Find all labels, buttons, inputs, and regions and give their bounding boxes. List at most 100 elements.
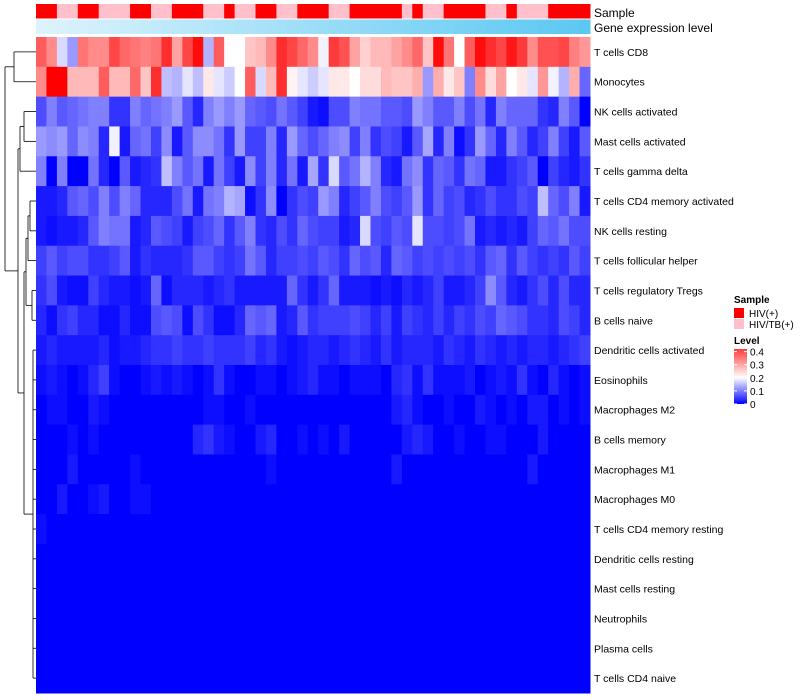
heatmap-cell xyxy=(537,365,549,396)
expression-annotation-cell xyxy=(328,19,340,34)
heatmap-cell xyxy=(506,335,518,366)
heatmap-cell xyxy=(318,126,330,157)
heatmap-cell xyxy=(67,603,79,634)
heatmap-cell xyxy=(307,484,319,515)
heatmap-cell xyxy=(537,335,549,366)
heatmap-cell xyxy=(234,573,246,605)
legend-swatch-hivtb xyxy=(734,319,744,329)
heatmap-cell xyxy=(464,394,476,426)
heatmap-cell xyxy=(360,514,371,545)
sample-annotation-cell xyxy=(140,4,152,19)
heatmap-cell xyxy=(370,543,382,575)
heatmap-cell xyxy=(495,663,507,694)
heatmap-cell xyxy=(464,454,476,485)
heatmap-cell xyxy=(558,603,570,634)
sample-annotation-cell xyxy=(464,4,476,19)
heatmap-cell xyxy=(46,275,58,306)
heatmap-cell xyxy=(36,126,47,157)
heatmap-cell xyxy=(548,215,560,247)
heatmap-cell xyxy=(380,454,392,485)
heatmap-cell xyxy=(203,126,215,157)
heatmap-cell xyxy=(370,424,382,455)
heatmap-cell xyxy=(234,365,246,396)
heatmap-cell xyxy=(339,96,351,127)
heatmap-cell xyxy=(130,543,142,575)
heatmap-cell xyxy=(558,543,570,575)
row-dendrogram xyxy=(4,51,36,679)
heatmap-cell xyxy=(88,663,100,694)
heatmap-cell xyxy=(380,603,392,634)
heatmap-cell xyxy=(558,96,570,127)
heatmap-cell xyxy=(443,633,455,664)
heatmap-cell xyxy=(77,126,89,157)
heatmap-cell xyxy=(297,394,309,426)
heatmap-cell xyxy=(328,365,340,396)
heatmap-cell xyxy=(213,215,225,247)
heatmap-cell xyxy=(506,573,518,605)
heatmap-cell xyxy=(36,603,47,634)
heatmap-cell xyxy=(391,275,403,306)
heatmap-cell xyxy=(495,573,507,605)
heatmap-cell xyxy=(297,514,309,545)
heatmap-cell xyxy=(98,335,110,366)
heatmap-cell xyxy=(475,37,486,68)
heatmap-cell xyxy=(443,514,455,545)
heatmap-cell xyxy=(77,156,89,187)
heatmap-cell xyxy=(328,394,340,426)
heatmap-cell xyxy=(192,514,204,545)
expression-annotation-cell xyxy=(46,19,58,34)
heatmap-cell xyxy=(339,335,351,366)
heatmap-cell xyxy=(349,543,361,575)
heatmap-cell xyxy=(339,663,351,694)
heatmap-cell xyxy=(224,245,236,277)
heatmap-cell xyxy=(213,126,225,157)
legend-tick-label: 0.4 xyxy=(750,348,764,359)
heatmap-cell xyxy=(360,573,371,605)
expression-annotation-cell xyxy=(56,19,68,34)
heatmap-cell xyxy=(579,335,591,366)
expression-annotation-cell xyxy=(495,19,507,34)
heatmap-cell xyxy=(443,394,455,426)
heatmap-cell xyxy=(150,454,162,485)
heatmap-cell xyxy=(67,156,79,187)
heatmap-cell xyxy=(255,245,267,277)
heatmap-cell xyxy=(297,484,309,515)
heatmap-cell xyxy=(443,454,455,485)
heatmap-cell xyxy=(140,603,152,634)
heatmap-cell xyxy=(150,126,162,157)
heatmap-cell xyxy=(475,305,486,336)
expression-annotation-cell xyxy=(339,19,351,34)
row-label: B cells memory xyxy=(594,435,667,447)
heatmap-cell xyxy=(433,454,445,485)
heatmap-cell xyxy=(171,186,183,217)
heatmap-cell xyxy=(443,126,455,157)
heatmap-cell xyxy=(485,215,497,247)
heatmap-cell xyxy=(401,663,413,694)
heatmap-cell xyxy=(495,37,507,68)
expression-annotation-cell xyxy=(161,19,173,34)
heatmap-cell xyxy=(443,663,455,694)
heatmap-cell xyxy=(140,37,152,68)
heatmap-cell xyxy=(464,215,476,247)
row-label: Mast cells resting xyxy=(594,584,675,596)
heatmap-cell xyxy=(360,186,371,217)
expression-annotation-cell xyxy=(454,19,466,34)
heatmap-cell xyxy=(88,543,100,575)
heatmap-cell xyxy=(140,633,152,664)
heatmap-cell xyxy=(171,126,183,157)
heatmap-cell xyxy=(255,335,267,366)
heatmap-cell xyxy=(370,215,382,247)
heatmap-cell xyxy=(171,633,183,664)
heatmap-cell xyxy=(77,245,89,277)
heatmap-cell xyxy=(537,603,549,634)
heatmap-cell xyxy=(370,603,382,634)
heatmap-cell xyxy=(443,66,455,98)
heatmap-cell xyxy=(224,335,236,366)
heatmap-cell xyxy=(475,603,486,634)
heatmap-cell xyxy=(98,66,110,98)
heatmap-cell xyxy=(516,245,528,277)
heatmap-cell xyxy=(527,543,539,575)
heatmap-cell xyxy=(339,424,351,455)
expression-annotation-cell xyxy=(109,19,121,34)
